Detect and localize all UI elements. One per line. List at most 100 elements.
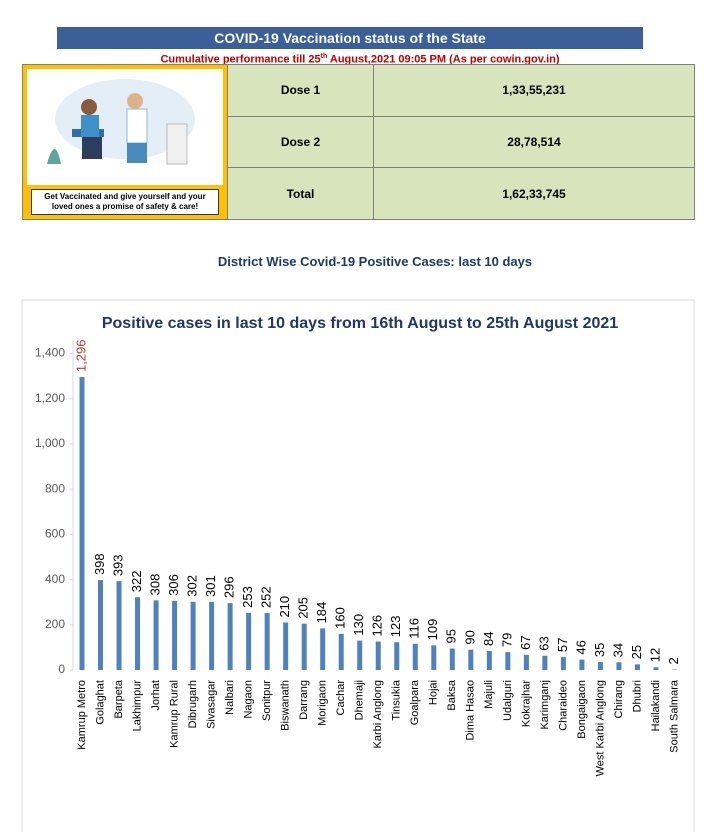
value-label: 306 xyxy=(166,574,181,596)
x-tick-label: Tinsukia xyxy=(391,679,403,720)
x-tick-label: Hailakandi xyxy=(650,680,662,731)
chart-frame xyxy=(21,299,695,832)
y-tick-label: 400 xyxy=(45,572,65,586)
x-tick-label: Dima Hasao xyxy=(465,680,477,741)
x-tick-label: Charaideo xyxy=(557,680,569,731)
value-label: 393 xyxy=(110,554,125,576)
x-tick-label: Sonitpur xyxy=(261,680,273,721)
bar xyxy=(616,662,622,670)
value-label: 205 xyxy=(296,597,311,619)
value-label: 308 xyxy=(147,574,162,596)
bar xyxy=(98,580,104,670)
bar xyxy=(375,641,381,670)
value-label: 160 xyxy=(333,607,348,629)
value-label: 126 xyxy=(370,615,385,637)
header-subtitle: Cumulative performance till 25th August,… xyxy=(0,49,720,68)
value-label: 2 xyxy=(666,657,681,664)
value-label: 210 xyxy=(277,596,292,618)
value-label: 25 xyxy=(629,645,644,659)
bar xyxy=(135,597,141,670)
bar xyxy=(172,600,178,670)
row-value: 28,78,514 xyxy=(373,115,695,169)
x-tick-label: Dibrugarh xyxy=(187,680,199,728)
value-label: 116 xyxy=(407,618,422,639)
x-tick-label: South Salmara xyxy=(668,679,680,753)
value-label: 34 xyxy=(610,643,625,657)
y-tick-label: 600 xyxy=(45,527,65,541)
subtitle-part: August,2021 09:05 PM (As per cowin.gov.i… xyxy=(327,53,560,66)
subtitle-sup: th xyxy=(320,53,328,60)
x-tick-label: Golaghat xyxy=(94,680,106,725)
x-tick-label: Hojai xyxy=(428,680,440,705)
bar xyxy=(116,581,122,670)
y-tick-label: 800 xyxy=(45,481,65,495)
x-tick-label: Nagaon xyxy=(243,680,255,719)
value-label: 109 xyxy=(425,619,440,641)
bar xyxy=(597,662,603,670)
bar xyxy=(579,659,585,670)
value-label: 184 xyxy=(314,602,329,624)
bar xyxy=(209,601,215,670)
bar xyxy=(468,649,474,670)
value-label: 130 xyxy=(351,614,366,636)
y-tick-label: 0 xyxy=(58,662,65,676)
illustration xyxy=(27,69,223,185)
bar xyxy=(449,648,455,670)
row-value: 1,62,33,745 xyxy=(373,167,695,220)
bar xyxy=(542,655,548,670)
x-tick-label: Morigaon xyxy=(317,680,329,726)
poster-caption: Get Vaccinated and give yourself and you… xyxy=(31,189,219,215)
x-tick-label: Goalpara xyxy=(409,679,421,725)
x-tick-label: Kamrup Rural xyxy=(168,680,180,748)
bar xyxy=(653,667,659,670)
value-label: 398 xyxy=(92,553,107,575)
value-label: 301 xyxy=(203,575,218,597)
x-tick-label: Biswanath xyxy=(280,680,292,731)
value-label: 79 xyxy=(499,633,514,647)
x-tick-label: Nalbari xyxy=(224,680,236,715)
x-tick-label: Udalguri xyxy=(502,680,514,721)
value-label: 63 xyxy=(536,636,551,650)
value-label: 46 xyxy=(573,640,588,654)
x-tick-label: Cachar xyxy=(335,680,347,716)
bar xyxy=(338,633,344,670)
dose-table: Get Vaccinated and give yourself and you… xyxy=(22,64,695,220)
value-label: 35 xyxy=(592,643,607,657)
bar xyxy=(153,600,159,670)
x-tick-label: Majuli xyxy=(483,680,495,709)
value-label: 84 xyxy=(481,632,496,646)
bar xyxy=(320,628,326,670)
x-tick-label: Barpeta xyxy=(113,679,125,718)
x-tick-label: Karbi Anglong xyxy=(372,680,384,749)
subtitle-part: Cumulative performance till 25 xyxy=(160,53,321,66)
row-value: 1,33,55,231 xyxy=(373,64,695,117)
bar xyxy=(486,651,492,670)
bar xyxy=(227,603,233,670)
x-tick-label: Lakhimpur xyxy=(131,680,143,732)
bar xyxy=(412,643,418,670)
bar xyxy=(560,657,566,670)
bar xyxy=(431,645,437,670)
bar xyxy=(394,642,400,670)
bar xyxy=(505,652,511,670)
value-label: 296 xyxy=(222,576,237,598)
bar xyxy=(523,654,529,670)
y-tick-label: 200 xyxy=(45,617,65,631)
value-label: 302 xyxy=(185,575,200,597)
value-label: 67 xyxy=(518,635,533,649)
y-tick-label: 1,200 xyxy=(35,391,65,405)
bar xyxy=(634,664,640,670)
bar xyxy=(357,640,363,670)
value-label: 95 xyxy=(444,629,459,643)
x-tick-label: Baksa xyxy=(446,679,458,710)
x-tick-label: Sivasagar xyxy=(206,680,218,729)
row-label: Total xyxy=(227,167,374,220)
x-tick-label: Dhubri xyxy=(631,680,643,712)
x-tick-label: Karimganj xyxy=(539,680,551,730)
bar xyxy=(283,622,289,670)
value-label: 322 xyxy=(129,571,144,593)
x-tick-label: Jorhat xyxy=(150,680,162,711)
bar xyxy=(264,613,270,670)
